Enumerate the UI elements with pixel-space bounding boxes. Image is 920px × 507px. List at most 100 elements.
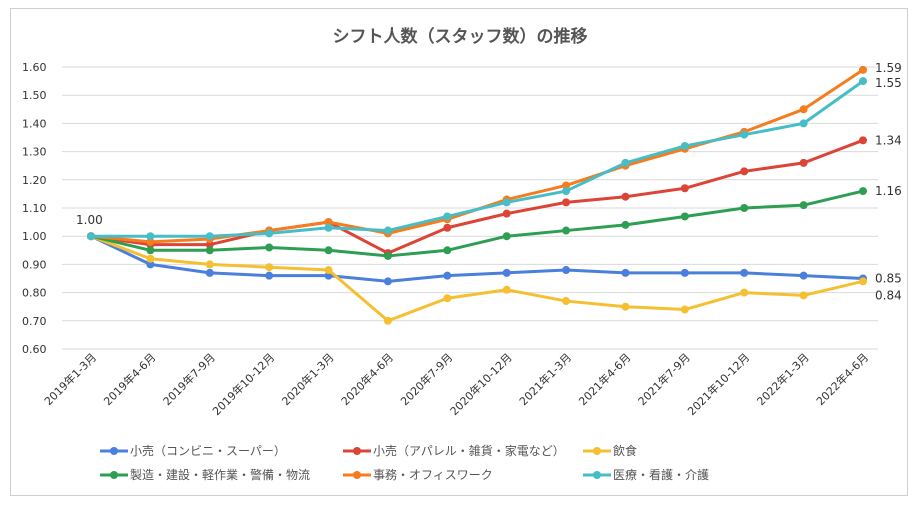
data-point: [502, 285, 511, 294]
data-point: [680, 184, 689, 193]
data-point: [621, 192, 630, 201]
data-point: [562, 266, 571, 275]
data-point: [621, 158, 630, 167]
data-point: [502, 232, 511, 241]
data-point: [799, 158, 808, 167]
data-point: [740, 268, 749, 277]
data-point: [443, 212, 452, 221]
data-point: [146, 246, 155, 255]
data-point: [383, 316, 392, 325]
data-point: [383, 226, 392, 235]
series-line: [90, 189, 864, 258]
data-point: [502, 268, 511, 277]
y-tick-label: 0.60: [22, 343, 47, 356]
legend-marker: [110, 471, 118, 479]
x-tick-label: 2019年10-12月: [209, 350, 277, 418]
data-point: [324, 246, 333, 255]
data-point: [502, 198, 511, 207]
data-point: [443, 223, 452, 232]
data-point: [383, 251, 392, 260]
chart-title: シフト人数（スタッフ数）の推移: [333, 26, 588, 47]
end-data-label: 1.34: [875, 133, 902, 147]
data-point: [621, 220, 630, 229]
x-tick-label: 2020年7-9月: [397, 350, 455, 408]
data-point: [740, 167, 749, 176]
data-point: [859, 65, 867, 74]
data-point: [324, 218, 333, 227]
legend-label: 医療・看護・介護: [613, 467, 709, 482]
end-data-label: 1.55: [875, 76, 902, 90]
data-point: [205, 240, 214, 249]
series-line: [90, 234, 864, 323]
legend-marker: [353, 471, 361, 479]
data-point: [859, 277, 867, 286]
data-point: [324, 266, 333, 275]
end-data-label: 1.59: [875, 61, 902, 75]
data-point: [205, 268, 214, 277]
y-tick-label: 0.70: [22, 315, 47, 328]
data-point: [146, 232, 155, 241]
data-point: [799, 105, 808, 114]
data-point: [146, 254, 155, 263]
x-tick-label: 2019年4-6月: [101, 350, 159, 408]
x-tick-label: 2021年10-12月: [684, 350, 752, 418]
legend-label: 製造・建設・軽作業・警備・物流: [130, 467, 310, 482]
legend-label: 事務・オフィスワーク: [373, 468, 493, 482]
data-point: [799, 271, 808, 280]
data-point: [799, 291, 808, 300]
data-point: [443, 294, 452, 303]
end-data-label: 1.16: [875, 184, 902, 198]
x-tick-label: 2020年4-6月: [338, 350, 396, 408]
series-line: [90, 138, 864, 255]
data-point: [680, 268, 689, 277]
data-point: [799, 119, 808, 128]
data-point: [87, 232, 95, 241]
y-tick-label: 1.30: [22, 146, 47, 159]
series-line: [91, 79, 864, 238]
y-tick-label: 1.50: [22, 89, 47, 102]
x-tick-label: 2019年7-9月: [160, 350, 218, 408]
data-point: [680, 305, 689, 314]
data-point: [562, 198, 571, 207]
data-point: [265, 271, 274, 280]
data-point: [799, 201, 808, 210]
data-point: [205, 246, 214, 255]
data-point: [621, 268, 630, 277]
x-tick-label: 2020年10-12月: [447, 350, 515, 418]
legend-label: 小売（アパレル・雑貨・家電など）: [373, 443, 565, 458]
legend-marker: [110, 447, 118, 455]
data-point: [740, 288, 749, 297]
y-tick-label: 1.10: [22, 202, 47, 215]
data-point: [680, 141, 689, 150]
data-point: [443, 246, 452, 255]
data-point: [383, 277, 392, 286]
data-point: [324, 223, 333, 232]
legend-marker: [593, 471, 601, 479]
legend-label: 小売（コンビニ・スーパー）: [130, 443, 286, 458]
data-point: [621, 302, 630, 311]
x-tick-label: 2021年1-3月: [516, 350, 574, 408]
data-point: [859, 136, 867, 145]
data-point: [443, 271, 452, 280]
x-tick-label: 2021年7-9月: [635, 350, 693, 408]
x-tick-label: 2020年1-3月: [279, 350, 337, 408]
data-point: [859, 77, 867, 86]
end-data-label: 0.85: [875, 272, 902, 286]
legend-label: 飲食: [613, 443, 637, 458]
chart-frame: [10, 8, 908, 496]
data-point: [859, 187, 867, 196]
x-tick-label: 2022年1-3月: [754, 350, 812, 408]
data-point: [265, 243, 274, 252]
x-tick-label: 2022年4-6月: [813, 350, 871, 408]
data-point: [562, 187, 571, 196]
x-tick-label: 2019年1-3月: [41, 350, 99, 408]
y-tick-label: 1.40: [22, 117, 47, 130]
data-point: [740, 204, 749, 212]
start-data-label: 1.00: [76, 213, 103, 227]
y-tick-label: 1.20: [22, 174, 47, 187]
y-tick-label: 1.60: [22, 61, 47, 74]
y-tick-label: 0.90: [22, 258, 47, 271]
data-point: [205, 232, 214, 241]
data-point: [265, 229, 274, 238]
